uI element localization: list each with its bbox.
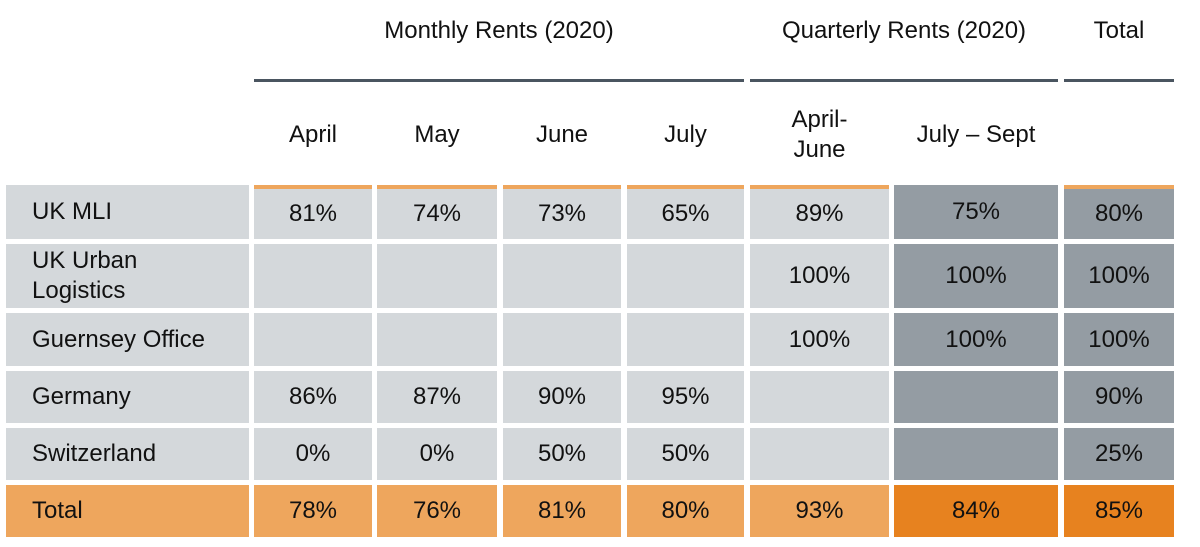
column-group-header: Monthly Rents (2020) [384, 17, 614, 44]
column-header: July – Sept [916, 121, 1036, 148]
column-group-rule [254, 79, 744, 82]
table-cell: 95% [627, 371, 744, 423]
table-cell: 50% [627, 428, 744, 480]
table-cell [750, 428, 889, 480]
table-cell: 0% [254, 428, 372, 480]
table-cell: 85% [1064, 485, 1174, 537]
column-group-header: Total [1093, 17, 1145, 44]
table-cell [254, 313, 372, 366]
table-cell: 78% [254, 485, 372, 537]
column-group-header: Quarterly Rents (2020) [781, 17, 1027, 44]
column-header: April [288, 121, 337, 148]
table-cell: 100% [750, 244, 889, 308]
table-cell: 80% [1064, 185, 1174, 239]
table-cell: 0% [377, 428, 497, 480]
table-cell: 75% [894, 185, 1058, 239]
column-group-rule [750, 79, 1058, 82]
table-cell: 84% [894, 485, 1058, 537]
table-cell [503, 244, 621, 308]
table-cell [750, 371, 889, 423]
table-cell [254, 244, 372, 308]
table-cell: 89% [750, 185, 889, 239]
table-cell: 76% [377, 485, 497, 537]
row-label: UK MLI [6, 185, 249, 239]
table-cell: 81% [254, 185, 372, 239]
table-cell: 87% [377, 371, 497, 423]
row-label: Switzerland [6, 428, 249, 480]
table-cell: 90% [1064, 371, 1174, 423]
table-cell: 25% [1064, 428, 1174, 480]
column-header: June [535, 121, 589, 148]
table-cell [377, 244, 497, 308]
column-group-rule [1064, 79, 1174, 82]
column-header [1064, 96, 1174, 174]
table-cell [894, 428, 1058, 480]
table-cell: 100% [1064, 313, 1174, 366]
row-label: UK Urban Logistics [6, 244, 249, 308]
table-cell [503, 313, 621, 366]
table-cell [627, 244, 744, 308]
row-label: Total [6, 485, 249, 537]
table-cell: 50% [503, 428, 621, 480]
table-cell: 80% [627, 485, 744, 537]
table-cell: 65% [627, 185, 744, 239]
table-cell: 100% [894, 313, 1058, 366]
table-cell: 86% [254, 371, 372, 423]
row-label: Guernsey Office [6, 313, 249, 366]
table-cell: 90% [503, 371, 621, 423]
table-cell [894, 371, 1058, 423]
table-cell: 73% [503, 185, 621, 239]
table-cell: 81% [503, 485, 621, 537]
table-cell [627, 313, 744, 366]
row-label: Germany [6, 371, 249, 423]
table-cell: 100% [1064, 244, 1174, 308]
column-header: May [414, 121, 460, 148]
table-cell: 100% [750, 313, 889, 366]
column-header: April- June [791, 106, 848, 163]
table-cell: 93% [750, 485, 889, 537]
column-header: July [664, 121, 707, 148]
table-cell [377, 313, 497, 366]
table-cell: 100% [894, 244, 1058, 308]
table-cell: 74% [377, 185, 497, 239]
